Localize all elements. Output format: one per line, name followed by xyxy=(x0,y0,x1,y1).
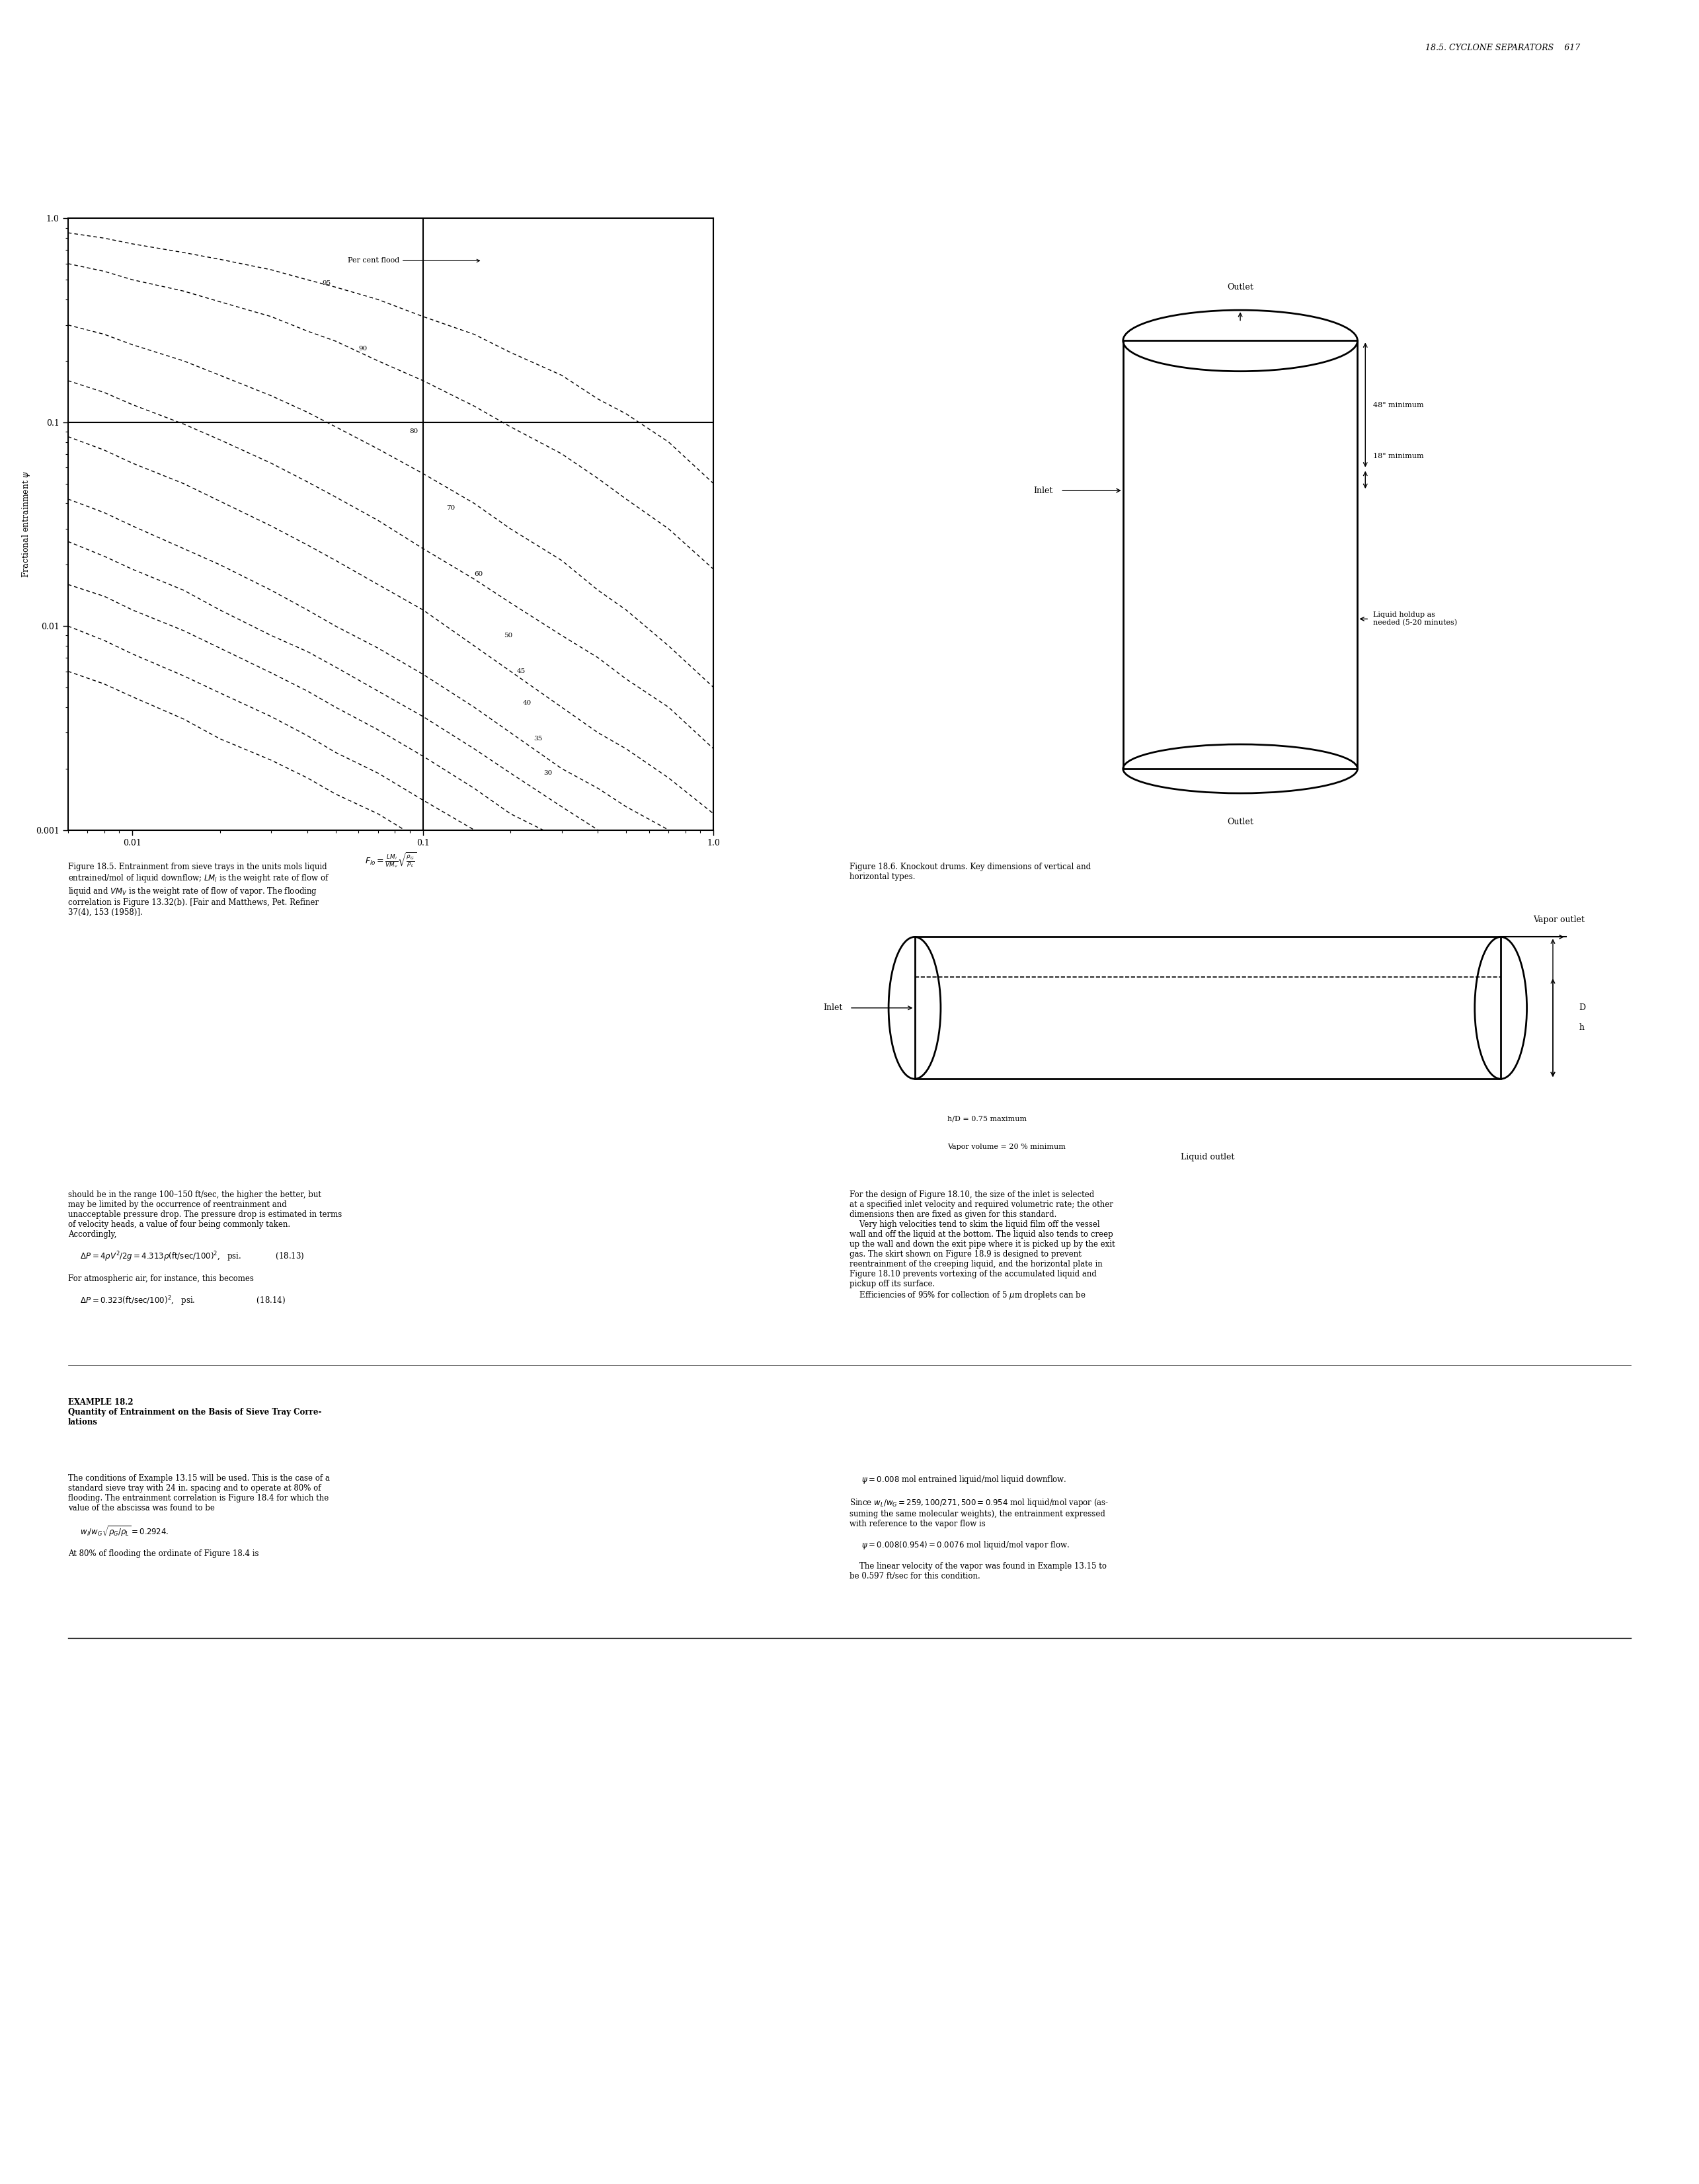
Text: 18.5. CYCLONE SEPARATORS    617: 18.5. CYCLONE SEPARATORS 617 xyxy=(1425,44,1580,52)
Text: 50: 50 xyxy=(505,633,513,638)
Text: 95: 95 xyxy=(323,280,331,286)
Text: 70: 70 xyxy=(447,505,455,511)
Text: Vapor outlet: Vapor outlet xyxy=(1532,915,1585,924)
Text: 45: 45 xyxy=(516,668,525,675)
Bar xyxy=(1123,341,1358,769)
Bar xyxy=(914,937,1500,1079)
Text: Outlet: Outlet xyxy=(1227,284,1254,293)
Text: The conditions of Example 13.15 will be used. This is the case of a
standard sie: The conditions of Example 13.15 will be … xyxy=(68,1474,330,1557)
Text: D: D xyxy=(1578,1005,1585,1011)
Text: $\psi = 0.008$ mol entrained liquid/mol liquid downflow.

Since $w_L/w_G = 259,1: $\psi = 0.008$ mol entrained liquid/mol … xyxy=(850,1474,1109,1581)
Y-axis label: Fractional entrainment $\psi$: Fractional entrainment $\psi$ xyxy=(20,472,32,577)
Text: Per cent flood: Per cent flood xyxy=(348,258,479,264)
Text: Inlet: Inlet xyxy=(824,1005,843,1011)
Text: Outlet: Outlet xyxy=(1227,817,1254,826)
Text: 80: 80 xyxy=(409,428,418,435)
Text: 60: 60 xyxy=(474,570,483,577)
Text: h: h xyxy=(1578,1024,1583,1033)
Text: Liquid outlet: Liquid outlet xyxy=(1181,1153,1235,1162)
Text: h/D = 0.75 maximum: h/D = 0.75 maximum xyxy=(948,1116,1026,1123)
Text: Inlet: Inlet xyxy=(1033,487,1053,496)
Text: 35: 35 xyxy=(533,736,542,743)
Text: Figure 18.5. Entrainment from sieve trays in the units mols liquid
entrained/mol: Figure 18.5. Entrainment from sieve tray… xyxy=(68,863,330,917)
Text: For the design of Figure 18.10, the size of the inlet is selected
at a specified: For the design of Figure 18.10, the size… xyxy=(850,1190,1115,1302)
X-axis label: $F_{lo} = \frac{LM_l}{VM_v} \sqrt{\frac{\rho_G}{\rho_L}}$: $F_{lo} = \frac{LM_l}{VM_v} \sqrt{\frac{… xyxy=(365,852,416,869)
Text: should be in the range 100–150 ft/sec, the higher the better, but
may be limited: should be in the range 100–150 ft/sec, t… xyxy=(68,1190,341,1308)
Text: 18" minimum: 18" minimum xyxy=(1373,452,1424,459)
Text: 48" minimum: 48" minimum xyxy=(1373,402,1424,408)
Text: 30: 30 xyxy=(544,771,552,775)
Text: 40: 40 xyxy=(523,699,532,705)
Text: EXAMPLE 18.2
Quantity of Entrainment on the Basis of Sieve Tray Corre-
lations: EXAMPLE 18.2 Quantity of Entrainment on … xyxy=(68,1398,321,1426)
Text: Figure 18.6. Knockout drums. Key dimensions of vertical and
horizontal types.: Figure 18.6. Knockout drums. Key dimensi… xyxy=(850,863,1091,880)
Text: Vapor volume = 20 % minimum: Vapor volume = 20 % minimum xyxy=(948,1144,1065,1151)
Text: 90: 90 xyxy=(358,345,367,352)
Text: Liquid holdup as
needed (5-20 minutes): Liquid holdup as needed (5-20 minutes) xyxy=(1373,612,1458,627)
